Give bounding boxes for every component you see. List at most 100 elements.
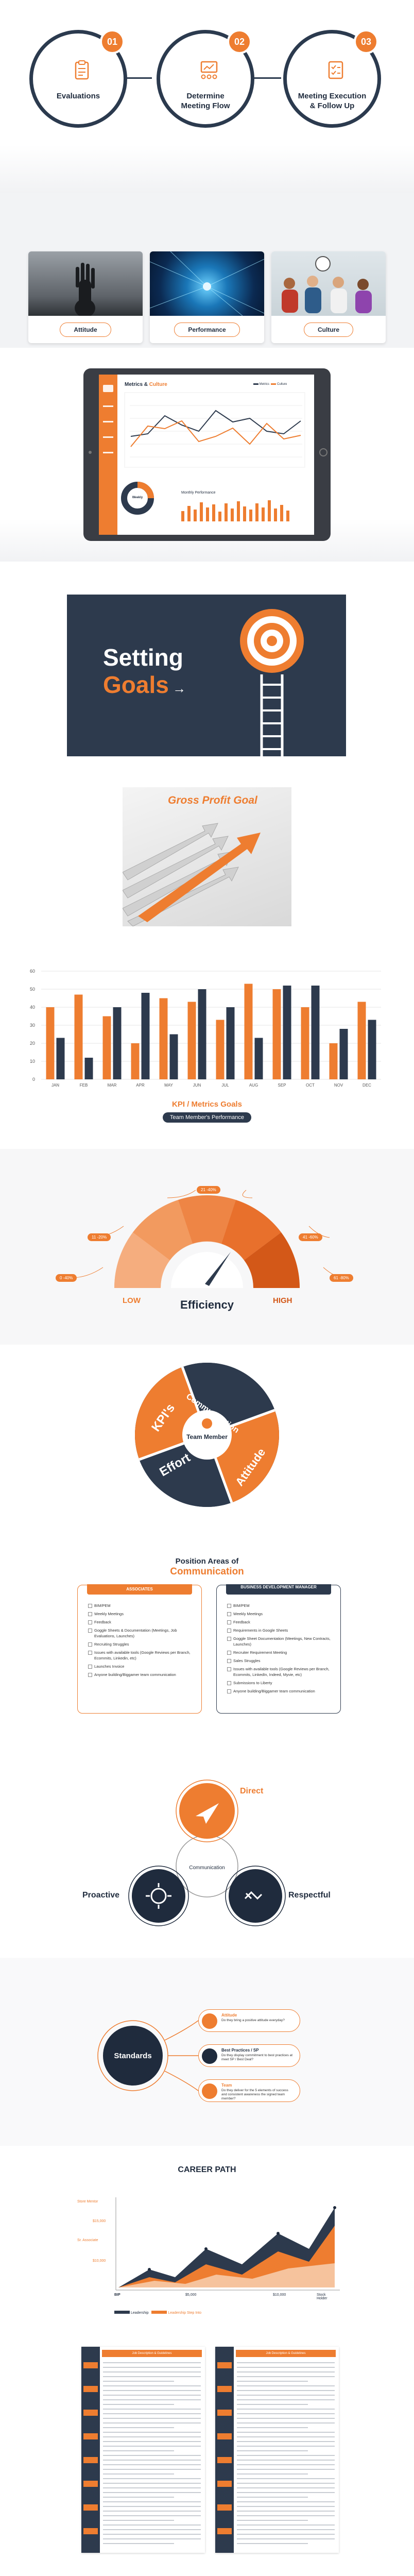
career-path-section: CAREER PATH Store Mentor $15,000 Sr. Ass…	[0, 2146, 414, 2331]
y-tick-label: 0	[32, 1077, 35, 1082]
dashboard-legend: Metrics Culture	[253, 383, 287, 386]
gauge-range-label: 21 -40%	[197, 1186, 220, 1194]
job-description-docs-section: Job Description & Guidelines Job Descrip…	[0, 2331, 414, 2568]
career-ylabel: Store Mentor	[77, 2200, 98, 2204]
list-item: Goggle Sheets & Documentation (Meetings,…	[88, 1628, 196, 1639]
doc-header: Job Description & Guidelines	[236, 2350, 336, 2357]
career-legend: Leadership Leadership Step Into	[114, 2311, 201, 2315]
position-title-line1: Position Areas of	[175, 1557, 239, 1566]
setting-goals-line2: Goals →	[103, 671, 186, 698]
tablet-home-button[interactable]	[319, 448, 327, 456]
list-item: BIM/PEM	[227, 1603, 335, 1608]
list-item: Requirements in Google Sheets	[227, 1628, 335, 1633]
doc-text-line	[237, 2473, 308, 2475]
hand-silhouette-icon	[75, 263, 95, 317]
doc-text-line	[103, 2418, 201, 2419]
doc-section-marker	[83, 2504, 98, 2511]
doc-section-marker	[217, 2433, 232, 2439]
list-item: Weekly Meetings	[227, 1611, 335, 1617]
doc-text-line	[103, 2469, 201, 2470]
bar	[198, 989, 206, 1079]
doc-text-line	[103, 2381, 174, 2382]
doc-text-line	[237, 2376, 335, 2377]
doc-text-line	[237, 2399, 335, 2400]
bdm-header: BUSINESS DEVELOPMENT MANAGER	[226, 1584, 331, 1595]
standard-best-practices: Best Practices / SP Do they display commi…	[198, 2044, 300, 2067]
list-item: Issues with available tools (Google Revi…	[88, 1650, 196, 1661]
doc-text-line	[237, 2534, 335, 2535]
doc-text-line	[103, 2487, 201, 2488]
doc-text-line	[103, 2534, 201, 2535]
bar	[357, 1002, 366, 1079]
doc-text-line	[103, 2543, 174, 2544]
doc-text-line	[103, 2529, 201, 2530]
communication-venn	[128, 1780, 286, 1926]
list-item: Issues with available tools (Google Revi…	[227, 1666, 335, 1677]
list-item: Sales Struggles	[227, 1658, 335, 1664]
process-step-2: 02 Determine Meeting Flow	[157, 29, 254, 128]
doc-section-marker	[217, 2481, 232, 2487]
doc-text-line	[103, 2478, 201, 2479]
doc-text-line	[237, 2422, 335, 2424]
step-number: 01	[100, 29, 125, 54]
y-tick-label: 10	[30, 1059, 35, 1064]
doc-text-line	[103, 2404, 174, 2405]
doc-text-line	[103, 2515, 201, 2516]
doc-text-line	[103, 2367, 201, 2368]
dashboard-graphics	[103, 385, 305, 521]
team-member-wheel-section: Team Member Communication Attitude Effor…	[0, 1345, 414, 1535]
setting-goals-line1: Setting	[103, 644, 183, 671]
doc-section-marker	[217, 2457, 232, 2463]
career-ylabel: $10,000	[93, 2259, 106, 2263]
doc-text-line	[237, 2362, 335, 2363]
x-tick-label: DEC	[363, 1083, 371, 1088]
doc-section-marker	[217, 2504, 232, 2511]
card-label: Performance	[174, 323, 240, 337]
doc-text-line	[237, 2497, 308, 2498]
process-step-3: 03 Meeting Execution & Follow Up	[283, 29, 381, 128]
doc-text-line	[237, 2409, 335, 2410]
doc-section-marker	[217, 2410, 232, 2416]
doc-text-line	[103, 2436, 201, 2437]
list-item: Goggle Sheet Documentation (Meetings, Ne…	[227, 1636, 335, 1647]
y-tick-label: 40	[30, 1005, 35, 1010]
doc-text-line	[237, 2520, 308, 2521]
doc-section-marker	[217, 2386, 232, 2392]
career-ylabel: $15,000	[93, 2219, 106, 2223]
bar	[169, 1034, 178, 1079]
efficiency-gauge-section: 0 -40% 11 -20% 21 -40% 41 -60% 61 -80% L…	[0, 1149, 414, 1345]
doc-text-line	[103, 2362, 201, 2363]
standards-center-label: Standards	[114, 2052, 152, 2060]
setting-goals-section: Setting Goals →	[0, 562, 414, 762]
doc-text-line	[237, 2367, 335, 2368]
doc-text-line	[103, 2385, 201, 2386]
doc-text-line	[103, 2395, 201, 2396]
doc-text-line	[103, 2464, 201, 2465]
venn-left-label: Proactive	[82, 1891, 120, 1900]
bar	[226, 1007, 235, 1079]
bdm-box: BUSINESS DEVELOPMENT MANAGER BIM/PEM Wee…	[216, 1584, 341, 1714]
performance-card: Performance	[149, 251, 265, 343]
bar	[368, 1020, 376, 1079]
doc-text-line	[103, 2483, 201, 2484]
communication-venn-section: Direct Proactive Respectful Communicatio…	[0, 1752, 414, 1958]
doc-text-line	[237, 2390, 335, 2391]
doc-text-line	[103, 2399, 201, 2400]
doc-text-line	[103, 2497, 174, 2498]
doc-text-line	[237, 2385, 335, 2386]
list-item: Launches Invoice	[88, 1664, 196, 1669]
team-member-wheel	[135, 1363, 279, 1507]
list-item: Recruiter Requirement Meeting	[227, 1650, 335, 1655]
doc-text-line	[103, 2538, 201, 2539]
setting-goals-banner: Setting Goals →	[67, 595, 346, 756]
list-item: Feedback	[88, 1619, 196, 1625]
x-tick-label: JUN	[193, 1083, 201, 1088]
bar	[131, 1043, 140, 1079]
card-label: Culture	[304, 323, 353, 337]
doc-text-line	[103, 2506, 201, 2507]
gauge-range-label: 11 -20%	[88, 1233, 111, 1241]
donut-label: Weekly	[132, 496, 143, 499]
doc-text-line	[237, 2492, 335, 2493]
doc-text-line	[103, 2422, 201, 2424]
doc-text-line	[237, 2455, 335, 2456]
